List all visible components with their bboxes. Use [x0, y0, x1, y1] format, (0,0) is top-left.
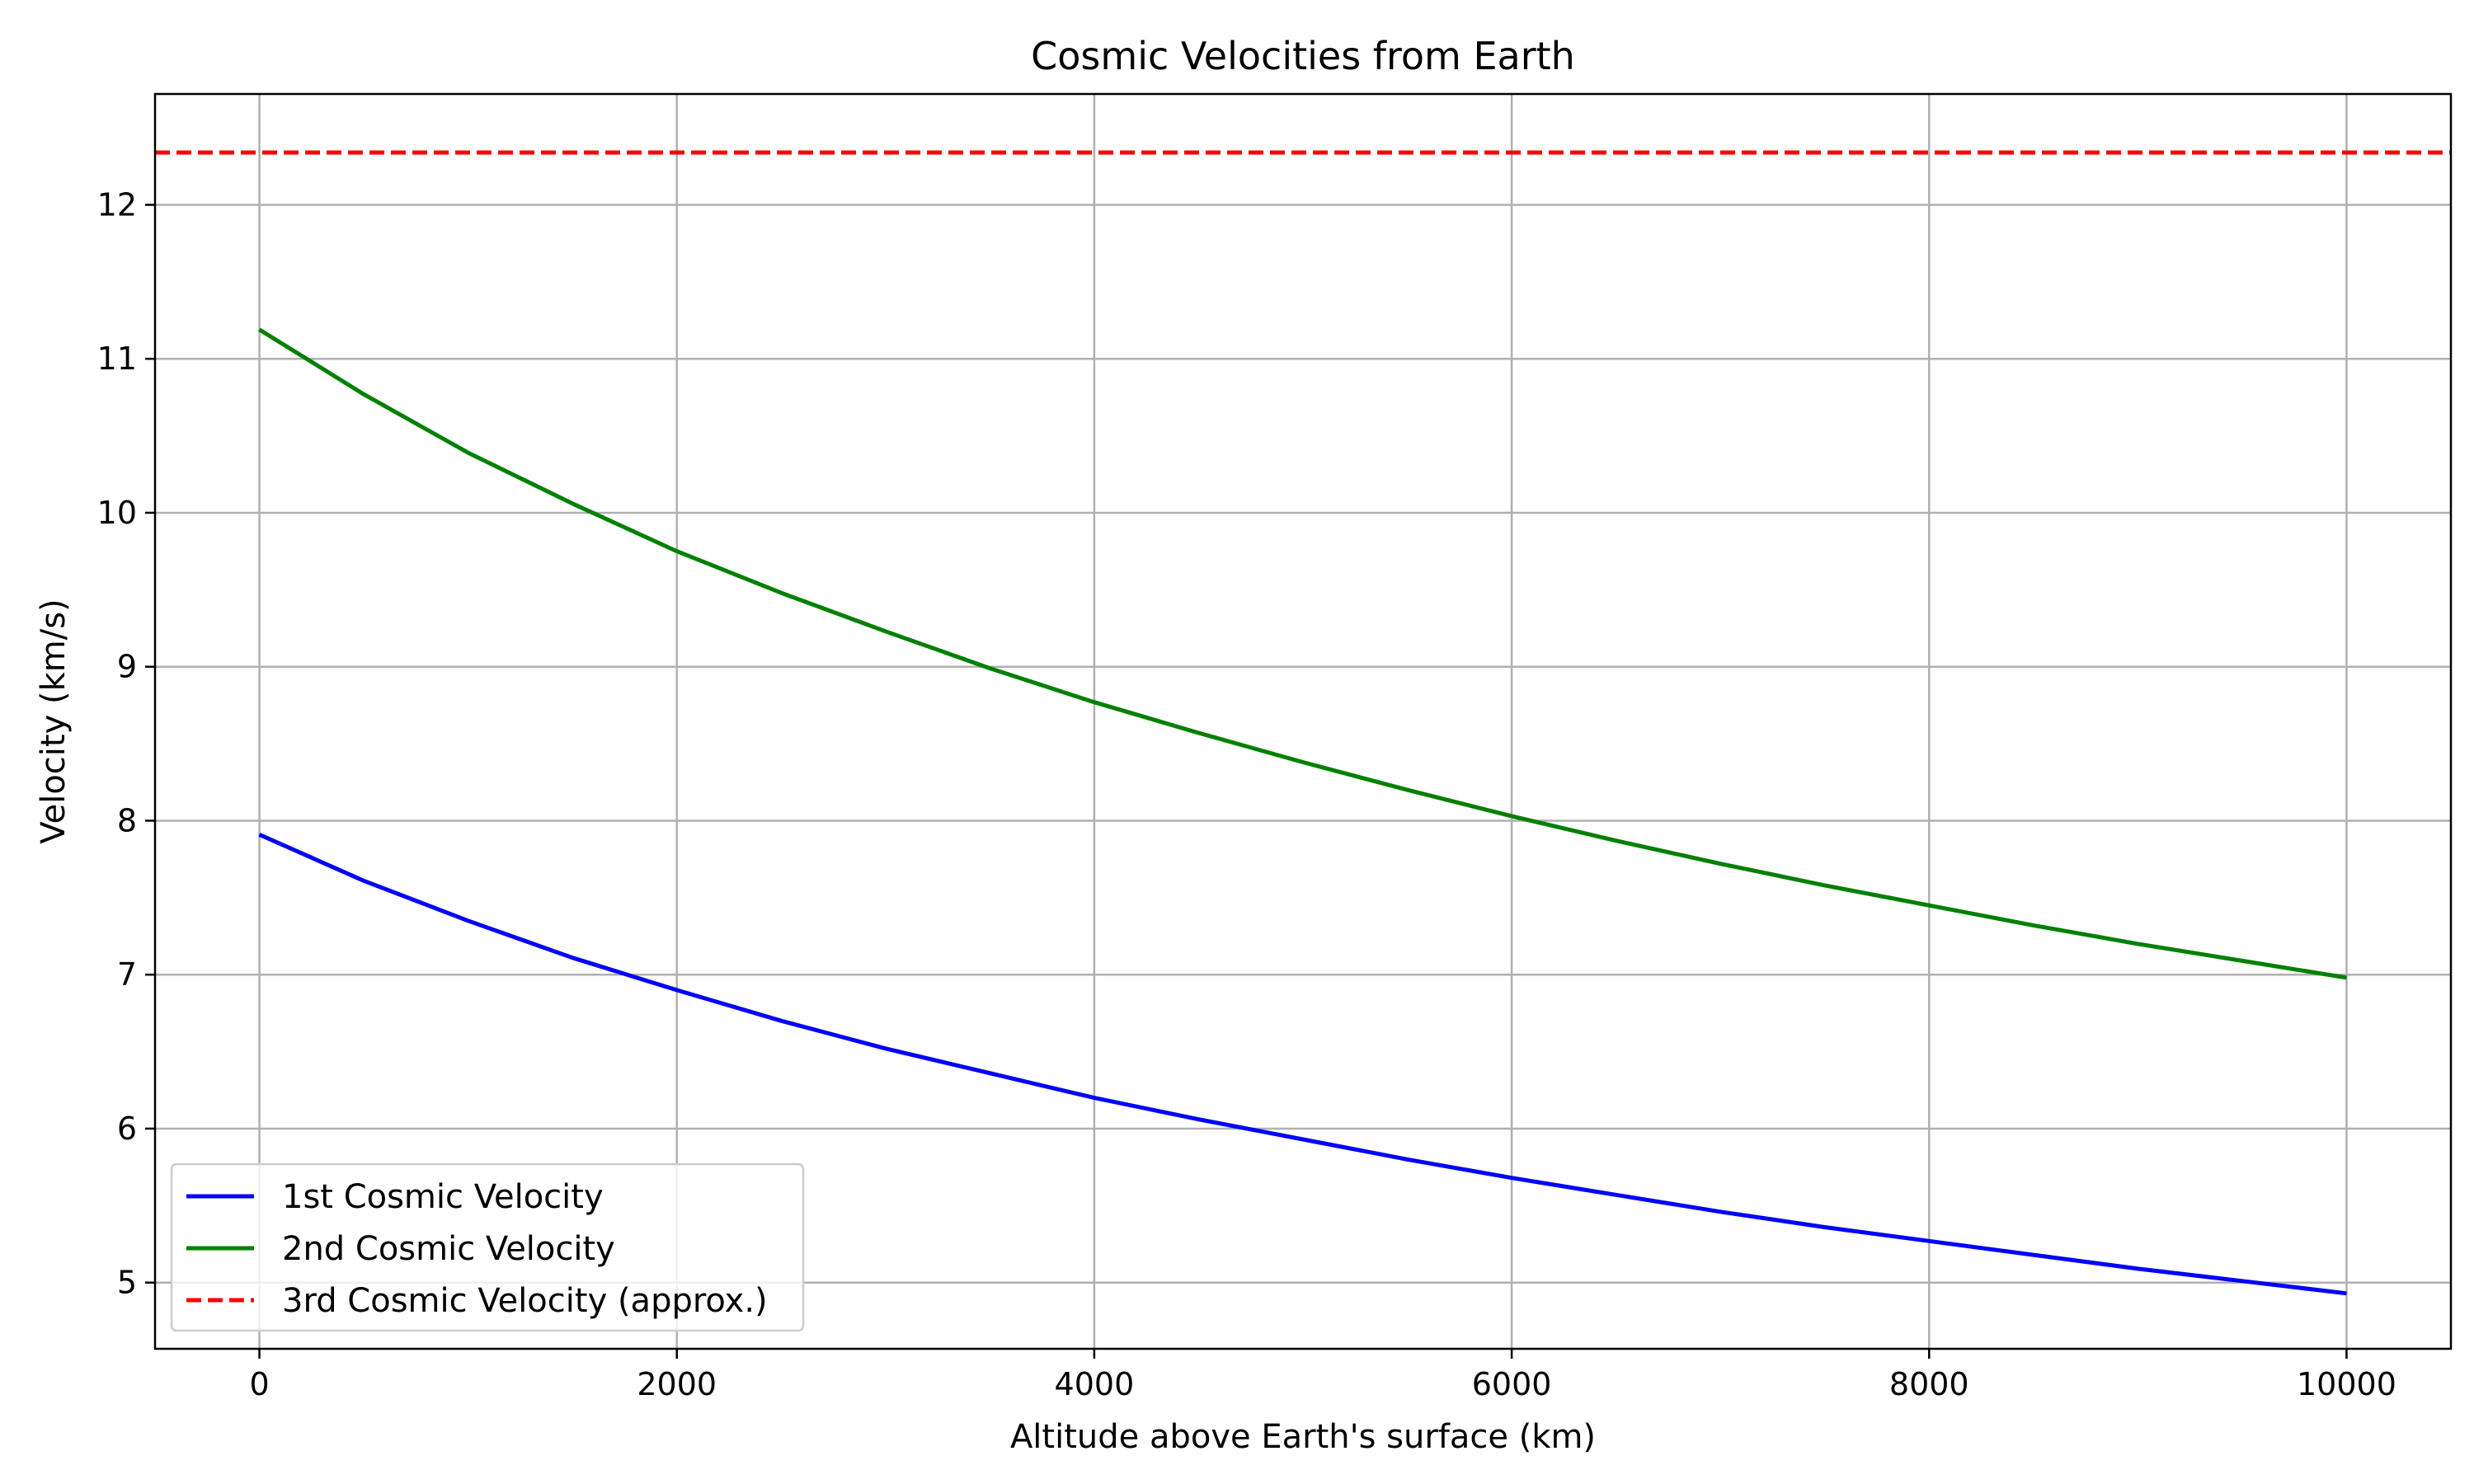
series-line-2: [258, 327, 2347, 980]
series-lines: [155, 150, 2451, 1296]
y-tick-label: 10: [97, 495, 137, 531]
chart-title: Cosmic Velocities from Earth: [1031, 34, 1575, 78]
legend-entry-label: 2nd Cosmic Velocity: [282, 1230, 615, 1268]
plot-frame: [153, 92, 2453, 1350]
x-tick-label: 4000: [1055, 1366, 1135, 1402]
y-tick-label: 7: [117, 956, 137, 993]
legend-entry-label: 1st Cosmic Velocity: [282, 1178, 604, 1216]
legend-entry-label: 3rd Cosmic Velocity (approx.): [282, 1282, 768, 1320]
y-tick-label: 11: [97, 340, 137, 377]
x-tick-label: 8000: [1889, 1366, 1969, 1402]
y-tick-label: 9: [117, 649, 137, 685]
x-tick-label: 0: [249, 1366, 269, 1402]
y-axis-label: Velocity (km/s): [35, 599, 73, 843]
legend-box: [170, 1162, 805, 1332]
grid: [155, 94, 2451, 1349]
x-tick-label: 10000: [2297, 1366, 2396, 1402]
x-axis-label: Altitude above Earth's surface (km): [1010, 1418, 1596, 1456]
y-tick-label: 6: [117, 1111, 137, 1147]
x-tick-label: 2000: [637, 1366, 717, 1402]
legend: 1st Cosmic Velocity 2nd Cosmic Velocity 3r…: [170, 1162, 805, 1332]
y-tick-label: 5: [117, 1265, 137, 1301]
y-tick-label: 12: [97, 186, 137, 223]
axis-ticks: 0 2000 4000 6000 8000 10000 5 6 7 8 9 10 11 12: [97, 186, 2396, 1402]
x-tick-label: 6000: [1472, 1366, 1552, 1402]
series-line-1: [258, 833, 2347, 1296]
y-tick-label: 8: [117, 802, 137, 838]
